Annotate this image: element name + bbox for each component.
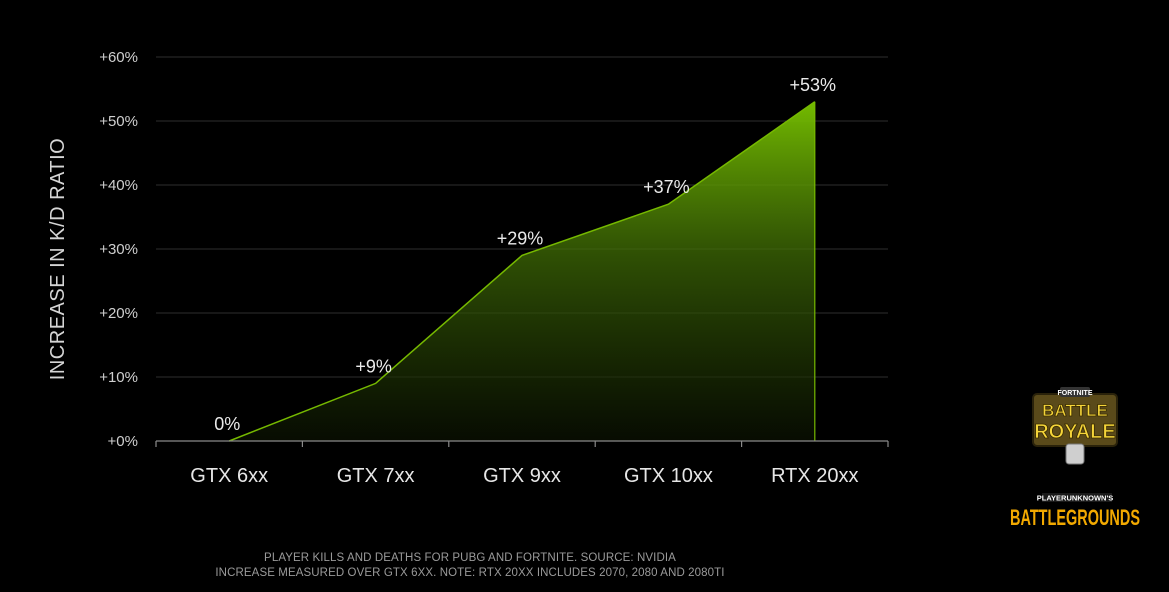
area-fill: [229, 101, 815, 442]
fortnite-battle-royale-logo: FORTNITE BATTLE ROYALE: [1032, 387, 1118, 465]
y-tick-label: +50%: [99, 113, 138, 130]
x-tick-label: GTX 6xx: [190, 465, 268, 487]
svg-text:BATTLE: BATTLE: [1042, 401, 1108, 420]
x-tick-label: RTX 20xx: [771, 465, 858, 487]
y-tick-label: +10%: [99, 369, 138, 386]
svg-text:PLAYERUNKNOWN'S: PLAYERUNKNOWN'S: [1037, 494, 1114, 503]
svg-text:ROYALE: ROYALE: [1034, 421, 1116, 443]
y-axis-title: INCREASE IN K/D RATIO: [47, 138, 69, 380]
series-line: [228, 101, 816, 442]
data-label: 0%: [214, 414, 240, 434]
data-label: +37%: [643, 177, 690, 197]
pubg-battlegrounds-logo: PLAYERUNKNOWN'S BATTLEGROUNDS: [1010, 493, 1140, 530]
footnote-source: PLAYER KILLS AND DEATHS FOR PUBG AND FOR…: [264, 552, 676, 564]
y-tick-label: +30%: [99, 241, 138, 258]
x-tick-labels: GTX 6xx GTX 7xx GTX 9xx GTX 10xx RTX 20xx: [190, 465, 858, 487]
y-tick-label: +0%: [108, 433, 138, 450]
svg-text:BATTLEGROUNDS: BATTLEGROUNDS: [1010, 505, 1140, 530]
footnote-note: INCREASE MEASURED OVER GTX 6XX. NOTE: RT…: [215, 567, 725, 579]
y-tick-label: +60%: [99, 49, 138, 66]
x-tick-label: GTX 10xx: [624, 465, 713, 487]
data-label: +9%: [355, 356, 392, 376]
data-labels: 0% +9% +29% +37% +53%: [214, 75, 836, 434]
x-tick-label: GTX 9xx: [483, 465, 561, 487]
svg-text:FORTNITE: FORTNITE: [1058, 390, 1093, 397]
x-axis: [155, 440, 889, 447]
y-tick-label: +40%: [99, 177, 138, 194]
data-label: +53%: [790, 75, 837, 95]
data-label: +29%: [497, 228, 544, 248]
x-tick-label: GTX 7xx: [337, 465, 415, 487]
y-tick-labels: +0% +10% +20% +30% +40% +50% +60%: [99, 49, 138, 450]
area-series: [228, 101, 816, 442]
y-tick-label: +20%: [99, 305, 138, 322]
